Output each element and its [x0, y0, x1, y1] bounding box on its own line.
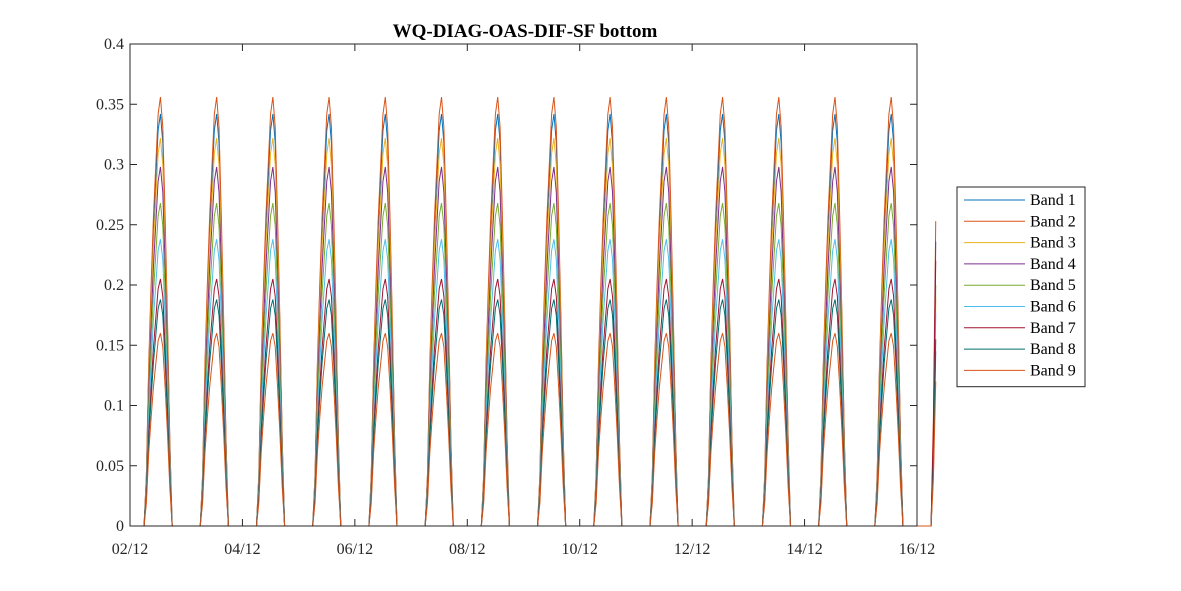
axis-layer: 02/12 04/12 06/12 08/12 10/12 12/12 14/12 16/12… [96, 36, 935, 558]
x-tick-label: 02/12 [112, 541, 148, 558]
legend-box [956, 186, 1086, 388]
legend-label-8: Band 8 [1030, 341, 1076, 358]
legend-label-7: Band 7 [1030, 320, 1076, 337]
legend-label-6: Band 6 [1030, 299, 1076, 316]
x-tick-label: 04/12 [224, 541, 260, 558]
y-tick-label: 0.05 [96, 458, 124, 475]
y-tick-label: 0.2 [104, 277, 124, 294]
series-line-9 [143, 333, 937, 527]
y-tick-label: 0.3 [104, 157, 124, 174]
y-tick-label: 0.4 [104, 36, 124, 53]
y-tick-label: 0 [116, 518, 124, 535]
x-tick-label: 14/12 [786, 541, 822, 558]
legend-label-1: Band 1 [1030, 192, 1076, 209]
x-tick-label: 12/12 [674, 541, 710, 558]
legend-label-9: Band 9 [1030, 362, 1076, 379]
x-tick-label: 06/12 [337, 541, 373, 558]
chart-title: WQ-DIAG-OAS-DIF-SF bottom [393, 21, 658, 42]
legend-label-5: Band 5 [1030, 277, 1076, 294]
legend-label-3: Band 3 [1030, 235, 1076, 252]
y-tick-label: 0.25 [96, 217, 124, 234]
series-layer [143, 96, 937, 527]
x-tick-label: 16/12 [899, 541, 935, 558]
y-tick-label: 0.15 [96, 337, 124, 354]
y-tick-label: 0.1 [104, 398, 124, 415]
legend: Band 1 Band 2 Band 3 Band 4 Band 5 Band 6 Band… [956, 186, 1086, 388]
x-tick-label: 08/12 [449, 541, 485, 558]
plot-area [130, 44, 917, 526]
y-tick-label: 0.35 [96, 96, 124, 113]
legend-label-2: Band 2 [1030, 213, 1076, 230]
legend-label-4: Band 4 [1030, 256, 1076, 273]
x-tick-label: 10/12 [561, 541, 597, 558]
